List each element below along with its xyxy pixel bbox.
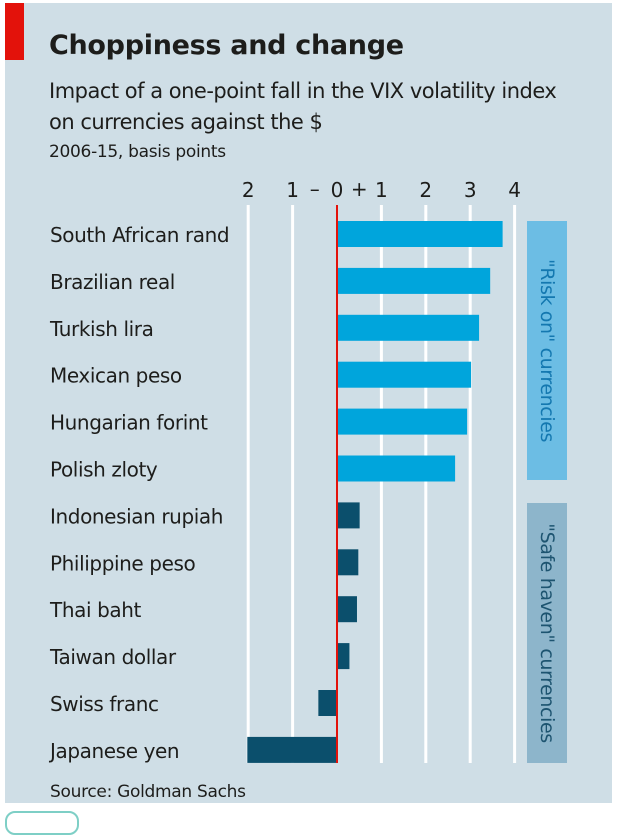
bar	[337, 549, 359, 576]
bar	[247, 736, 337, 763]
category-label: Brazilian real	[50, 270, 175, 294]
bar	[337, 596, 357, 623]
bar	[337, 455, 456, 482]
category-label: Thai baht	[49, 598, 141, 622]
chart-background	[5, 3, 612, 803]
x-tick-label: 1	[286, 178, 299, 202]
bar	[337, 502, 360, 529]
category-label: Swiss franc	[50, 692, 159, 716]
category-label: Taiwan dollar	[49, 645, 177, 669]
x-tick-label: 4	[508, 178, 521, 202]
category-label: South African rand	[50, 223, 229, 247]
bar	[337, 267, 491, 294]
bar	[337, 643, 350, 670]
x-tick-label: 0	[331, 178, 344, 202]
positive-sign-marker: +	[351, 177, 368, 201]
category-label: Polish zloty	[50, 458, 158, 482]
category-label: Philippine peso	[50, 551, 196, 575]
bar	[337, 314, 480, 341]
risk-on-panel-label: "Risk on" currencies	[536, 259, 558, 442]
chart-source: Source: Goldman Sachs	[50, 782, 246, 802]
bar	[337, 221, 503, 247]
bar	[318, 690, 337, 716]
category-label: Indonesian rupiah	[50, 504, 223, 528]
category-label: Mexican peso	[50, 364, 182, 388]
x-tick-label: 3	[464, 178, 477, 202]
bar	[337, 361, 472, 388]
red-accent-tag	[5, 3, 24, 60]
safe-haven-panel-label: "Safe haven" currencies	[536, 523, 558, 743]
x-tick-label: 2	[419, 178, 432, 202]
x-tick-label: 2	[242, 178, 255, 202]
negative-sign-marker: –	[310, 177, 320, 201]
bar	[337, 408, 468, 435]
category-label: Turkish lira	[49, 317, 153, 341]
safe-haven-panel	[527, 503, 567, 763]
chart-units: 2006-15, basis points	[49, 142, 226, 162]
category-label: Japanese yen	[48, 739, 179, 763]
chart-title: Choppiness and change	[49, 30, 404, 61]
x-tick-label: 1	[375, 178, 388, 202]
bar-chart: 2 1 0 1 2 3 4 – + South African rand Brazilian rea…	[48, 177, 567, 763]
chart-subtitle: Impact of a one-point fall in the VIX vo…	[49, 79, 557, 134]
category-label: Hungarian forint	[50, 411, 208, 435]
risk-on-panel	[527, 221, 567, 480]
